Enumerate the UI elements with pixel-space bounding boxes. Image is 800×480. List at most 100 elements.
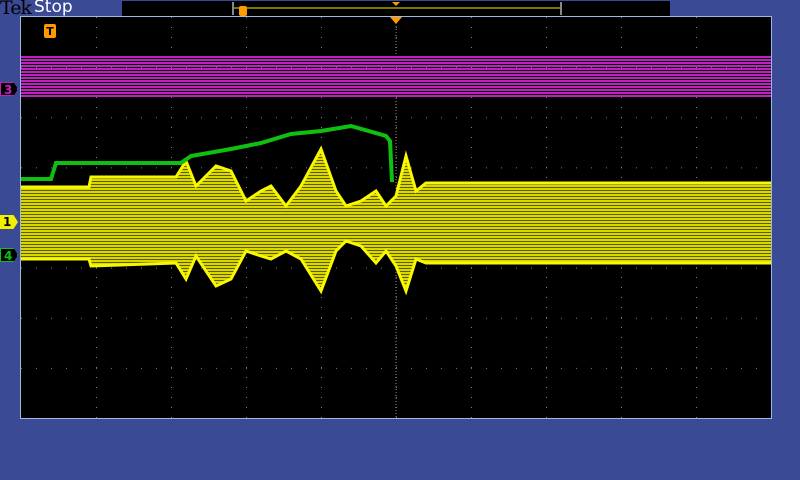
grid-dot: [501, 317, 502, 319]
grid-dot: [276, 367, 277, 369]
grid-dot: [471, 157, 472, 158]
record-view-graphic: [232, 2, 562, 16]
grid-dot: [621, 157, 622, 158]
grid-dot: [111, 317, 112, 319]
grid-dot: [561, 117, 562, 119]
grid-dot: [171, 367, 172, 368]
grid-dot: [156, 117, 157, 119]
grid-dot: [66, 267, 67, 269]
grid-dot: [696, 307, 697, 308]
grid-dot: [576, 267, 577, 269]
grid-dot: [321, 387, 322, 388]
grid-dot: [696, 317, 697, 318]
grid-dot: [426, 367, 427, 369]
grid-dot: [396, 397, 397, 398]
channel-4-label: 4: [4, 249, 13, 263]
grid-dot: [21, 367, 22, 369]
grid-dot: [171, 147, 172, 148]
grid-dot: [156, 367, 157, 369]
grid-dot: [621, 297, 622, 298]
grid-dot: [426, 317, 427, 319]
grid-dot: [396, 327, 397, 328]
grid-dot: [321, 357, 322, 358]
grid-dot: [321, 317, 322, 318]
grid-dot: [621, 377, 622, 378]
grid-dot: [96, 37, 97, 38]
channel-3-label: 3: [4, 83, 13, 97]
grid-dot: [111, 267, 112, 269]
grid-dot: [516, 317, 517, 319]
channel-1-marker[interactable]: 1: [0, 215, 18, 229]
grid-dot: [171, 367, 172, 369]
grid-dot: [321, 397, 322, 398]
grid-dot: [546, 17, 547, 18]
grid-dot: [546, 307, 547, 308]
channel-4-trace: [21, 123, 394, 183]
grid-dot: [561, 367, 562, 369]
grid-dot: [246, 297, 247, 298]
grid-dot: [621, 307, 622, 308]
grid-dot: [441, 117, 442, 119]
grid-dot: [261, 267, 262, 269]
grid-dot: [561, 167, 562, 169]
grid-dot: [126, 317, 127, 319]
grid-dot: [141, 317, 142, 319]
grid-dot: [741, 367, 742, 369]
grid-dot: [246, 277, 247, 278]
grid-dot: [486, 167, 487, 169]
grid-dot: [546, 407, 547, 408]
grid-dot: [81, 117, 82, 119]
grid-dot: [696, 397, 697, 398]
grid-dot: [246, 397, 247, 398]
grid-dot: [606, 167, 607, 169]
grid-dot: [171, 317, 172, 318]
channel-3-marker[interactable]: 3: [0, 82, 18, 96]
grid-dot: [471, 47, 472, 48]
grid-dot: [96, 337, 97, 338]
grid-dot: [411, 167, 412, 169]
grid-dot: [231, 367, 232, 369]
grid-dot: [321, 47, 322, 48]
grid-dot: [621, 367, 622, 369]
grid-dot: [621, 397, 622, 398]
acquisition-status: Stop: [34, 0, 73, 17]
grid-dot: [96, 317, 97, 319]
grid-dot: [396, 387, 397, 388]
grid-dot: [171, 407, 172, 408]
grid-dot: [396, 147, 397, 148]
grid-dot: [96, 367, 97, 368]
grid-dot: [621, 37, 622, 38]
grid-dot: [471, 37, 472, 38]
grid-dot: [171, 17, 172, 18]
grid-dot: [426, 167, 427, 169]
channel-4-marker[interactable]: 4: [0, 248, 18, 262]
record-view-bar[interactable]: [122, 1, 670, 16]
waveform-display[interactable]: T: [20, 16, 772, 419]
grid-dot: [396, 317, 397, 319]
grid-dot: [711, 117, 712, 119]
grid-dot: [546, 47, 547, 48]
grid-dot: [696, 127, 697, 128]
grid-dot: [696, 417, 697, 418]
grid-dot: [471, 297, 472, 298]
grid-dot: [726, 267, 727, 269]
grid-dot: [501, 367, 502, 369]
grid-dot: [396, 37, 397, 38]
grid-dot: [51, 367, 52, 369]
grid-dot: [231, 117, 232, 119]
grid-dot: [96, 27, 97, 28]
grid-dot: [696, 137, 697, 138]
grid-dot: [321, 307, 322, 308]
grid-dot: [96, 377, 97, 378]
grid-dot: [366, 317, 367, 319]
grid-dot: [621, 27, 622, 28]
grid-dot: [246, 137, 247, 138]
grid-dot: [696, 317, 697, 319]
grid-dot: [396, 177, 397, 178]
grid-dot: [351, 367, 352, 369]
grid-dot: [96, 107, 97, 108]
grid-dot: [636, 267, 637, 269]
grid-dot: [261, 317, 262, 319]
grid-dot: [621, 367, 622, 368]
grid-dot: [471, 17, 472, 18]
